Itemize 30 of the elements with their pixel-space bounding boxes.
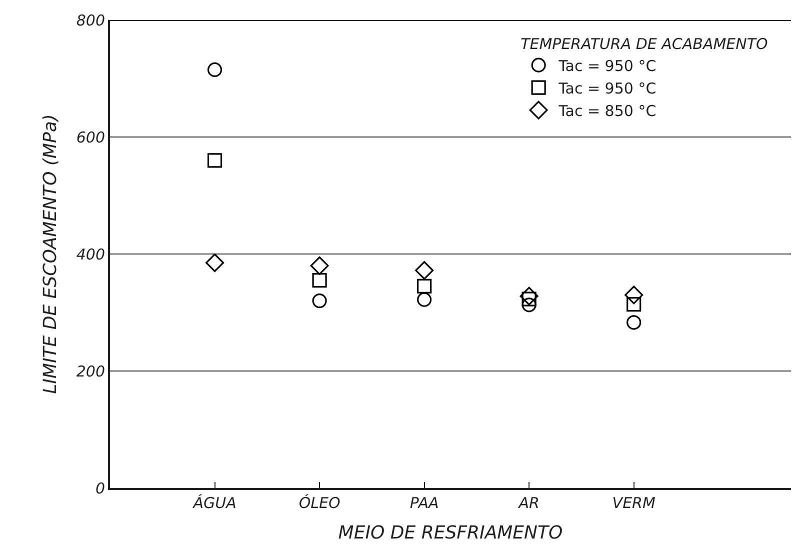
point — [415, 261, 434, 280]
y-tick-label: 800 — [76, 11, 105, 30]
point — [626, 297, 642, 312]
point — [207, 153, 222, 168]
y-tick-label: 200 — [76, 362, 105, 380]
point — [417, 278, 432, 294]
x-tick-label: AR — [518, 494, 540, 512]
legend-label: Tac = 850 °C — [558, 102, 656, 120]
legend-label: Tac = 950 °C — [558, 56, 656, 75]
point — [626, 315, 642, 330]
point — [206, 254, 224, 272]
y-tick-label: 400 — [76, 245, 105, 264]
y-tick-label: 600 — [76, 128, 105, 146]
point — [312, 273, 327, 288]
point — [207, 62, 222, 78]
point — [417, 292, 432, 307]
point — [310, 256, 329, 275]
y-axis-title: LIMITE DE ESCOAMENTO (MPa) — [40, 114, 62, 394]
legend-title: TEMPERATURA DE ACABAMENTO — [520, 34, 768, 53]
point — [312, 294, 327, 308]
x-tick-label: ÁGUA — [192, 494, 236, 512]
y-tick-label: 0 — [95, 479, 105, 498]
legend-label: Tac = 950 °C — [558, 79, 656, 98]
x-tick-label: ÓLEO — [298, 494, 340, 512]
x-tick-label: VERM — [612, 494, 656, 512]
point — [520, 286, 538, 306]
point — [624, 286, 644, 304]
x-tick-label: PAA — [410, 494, 439, 512]
point — [522, 298, 536, 312]
x-axis-title: MEIO DE RESFRIAMENTO — [338, 522, 563, 544]
